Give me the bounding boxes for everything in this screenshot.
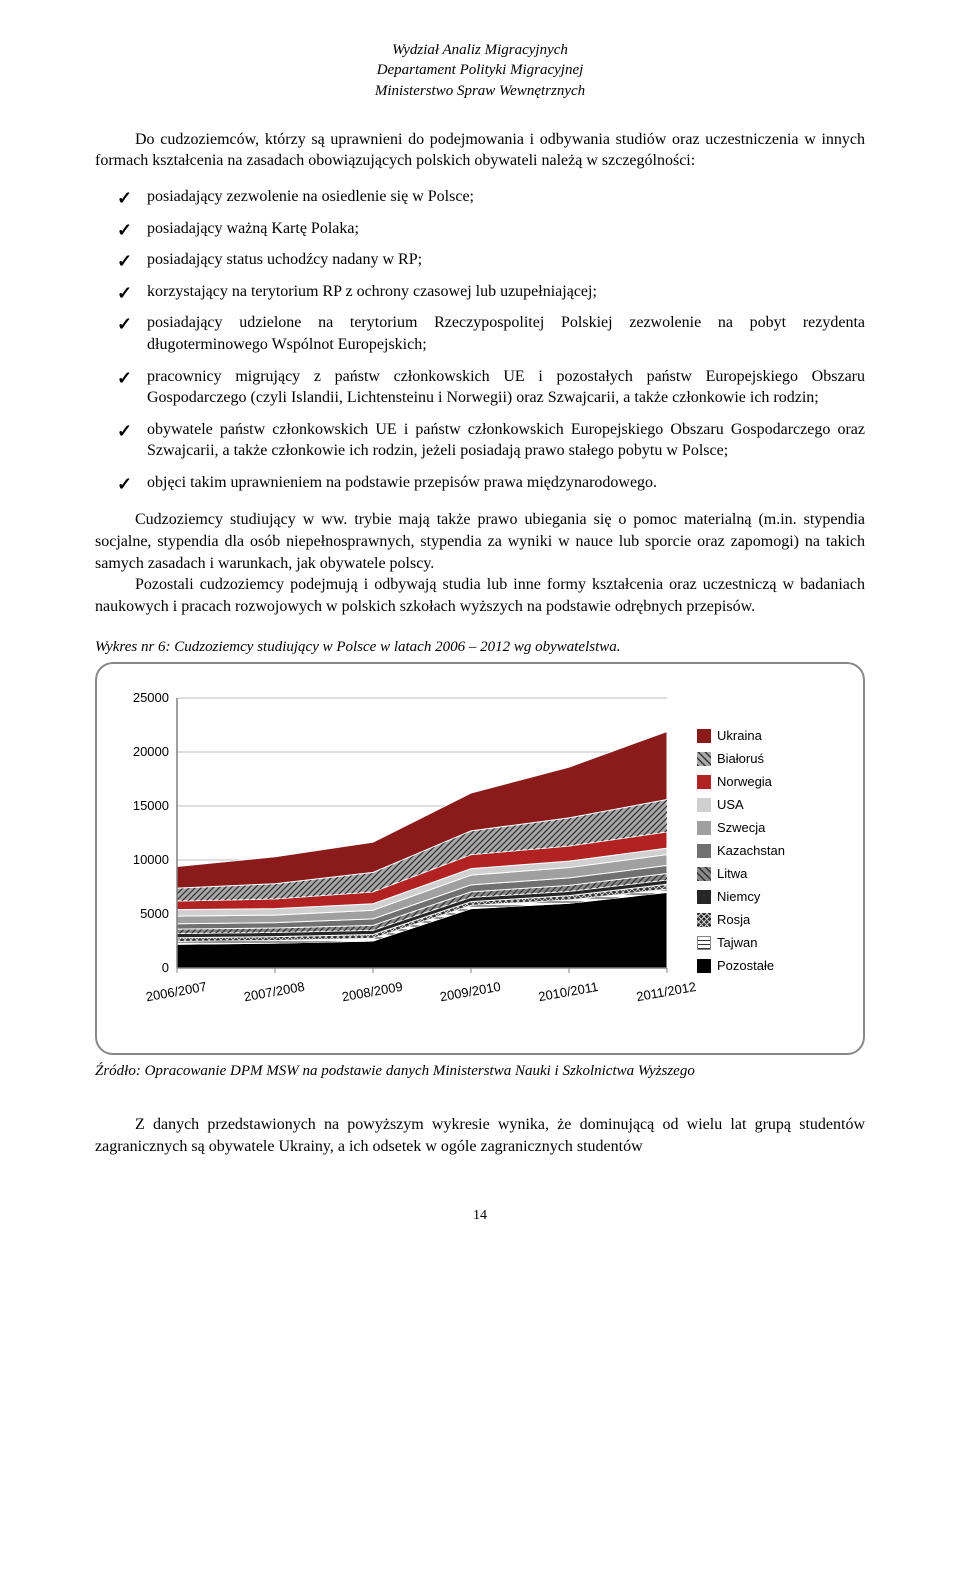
chart-source: Źródło: Opracowanie DPM MSW na podstawie… <box>95 1063 865 1080</box>
legend-swatch <box>697 890 711 904</box>
header-line-3: Ministerstwo Spraw Wewnętrznych <box>95 81 865 101</box>
legend-label: Niemcy <box>717 889 760 904</box>
svg-text:10000: 10000 <box>133 852 169 867</box>
legend-label: Rosja <box>717 912 750 927</box>
svg-text:0: 0 <box>162 960 169 975</box>
legend-item: Niemcy <box>697 889 817 904</box>
legend-item: Kazachstan <box>697 843 817 858</box>
header-line-1: Wydział Analiz Migracyjnych <box>95 40 865 60</box>
body-paragraph-2: Pozostali cudzoziemcy podejmują i odbywa… <box>95 574 865 617</box>
legend-item: Pozostałe <box>697 958 817 973</box>
svg-text:5000: 5000 <box>140 906 169 921</box>
legend-item: Białoruś <box>697 751 817 766</box>
list-item: pracownicy migrujący z państw członkowsk… <box>117 366 865 409</box>
svg-text:2007/2008: 2007/2008 <box>243 979 306 1004</box>
chart-frame: 0 5000 10000 15000 20000 25000 2006/2007 2007/2… <box>95 662 865 1055</box>
legend-label: Ukraina <box>717 728 762 743</box>
legend-swatch <box>697 844 711 858</box>
svg-text:25000: 25000 <box>133 690 169 705</box>
legend-swatch <box>697 867 711 881</box>
list-item: obywatele państw członkowskich UE i pańs… <box>117 419 865 462</box>
legend-swatch <box>697 821 711 835</box>
legend-swatch <box>697 959 711 973</box>
legend-label: Norwegia <box>717 774 772 789</box>
svg-text:20000: 20000 <box>133 744 169 759</box>
list-item: posiadający udzielone na terytorium Rzec… <box>117 312 865 355</box>
legend-swatch <box>697 775 711 789</box>
legend-swatch <box>697 798 711 812</box>
svg-text:2009/2010: 2009/2010 <box>439 979 502 1004</box>
legend-label: USA <box>717 797 744 812</box>
legend-swatch <box>697 913 711 927</box>
legend-item: Litwa <box>697 866 817 881</box>
svg-text:15000: 15000 <box>133 798 169 813</box>
legend-swatch <box>697 936 711 950</box>
legend-item: Tajwan <box>697 935 817 950</box>
list-item: posiadający zezwolenie na osiedlenie się… <box>117 186 865 208</box>
legend-label: Szwecja <box>717 820 765 835</box>
legend-label: Tajwan <box>717 935 757 950</box>
svg-text:2006/2007: 2006/2007 <box>145 979 208 1004</box>
list-item: korzystający na terytorium RP z ochrony … <box>117 281 865 303</box>
legend-item: Norwegia <box>697 774 817 789</box>
closing-paragraph: Z danych przedstawionych na powyższym wy… <box>95 1114 865 1157</box>
chart-caption: Wykres nr 6: Cudzoziemcy studiujący w Po… <box>95 639 865 656</box>
header-line-2: Departament Polityki Migracyjnej <box>95 60 865 80</box>
legend-swatch <box>697 729 711 743</box>
svg-text:2011/2012: 2011/2012 <box>635 979 697 1004</box>
legend-label: Pozostałe <box>717 958 774 973</box>
svg-text:2010/2011: 2010/2011 <box>537 979 599 1004</box>
list-item: posiadający status uchodźcy nadany w RP; <box>117 249 865 271</box>
intro-paragraph: Do cudzoziemców, którzy są uprawnieni do… <box>95 129 865 172</box>
list-item: objęci takim uprawnieniem na podstawie p… <box>117 472 865 494</box>
legend-label: Kazachstan <box>717 843 785 858</box>
legend-item: Rosja <box>697 912 817 927</box>
list-item: posiadający ważną Kartę Polaka; <box>117 218 865 240</box>
legend-item: Szwecja <box>697 820 817 835</box>
bullet-list: posiadający zezwolenie na osiedlenie się… <box>95 186 865 494</box>
chart-legend: Ukraina Białoruś Norwegia USA Szwecja Kazachs… <box>697 688 817 981</box>
legend-item: USA <box>697 797 817 812</box>
page-number: 14 <box>95 1208 865 1224</box>
legend-swatch <box>697 752 711 766</box>
legend-label: Litwa <box>717 866 747 881</box>
legend-item: Ukraina <box>697 728 817 743</box>
svg-text:2008/2009: 2008/2009 <box>341 979 404 1004</box>
page-header: Wydział Analiz Migracyjnych Departament … <box>95 40 865 101</box>
chart-plot: 0 5000 10000 15000 20000 25000 2006/2007 2007/2… <box>107 688 697 1033</box>
body-paragraph-1: Cudzoziemcy studiujący w ww. trybie mają… <box>95 509 865 574</box>
legend-label: Białoruś <box>717 751 764 766</box>
